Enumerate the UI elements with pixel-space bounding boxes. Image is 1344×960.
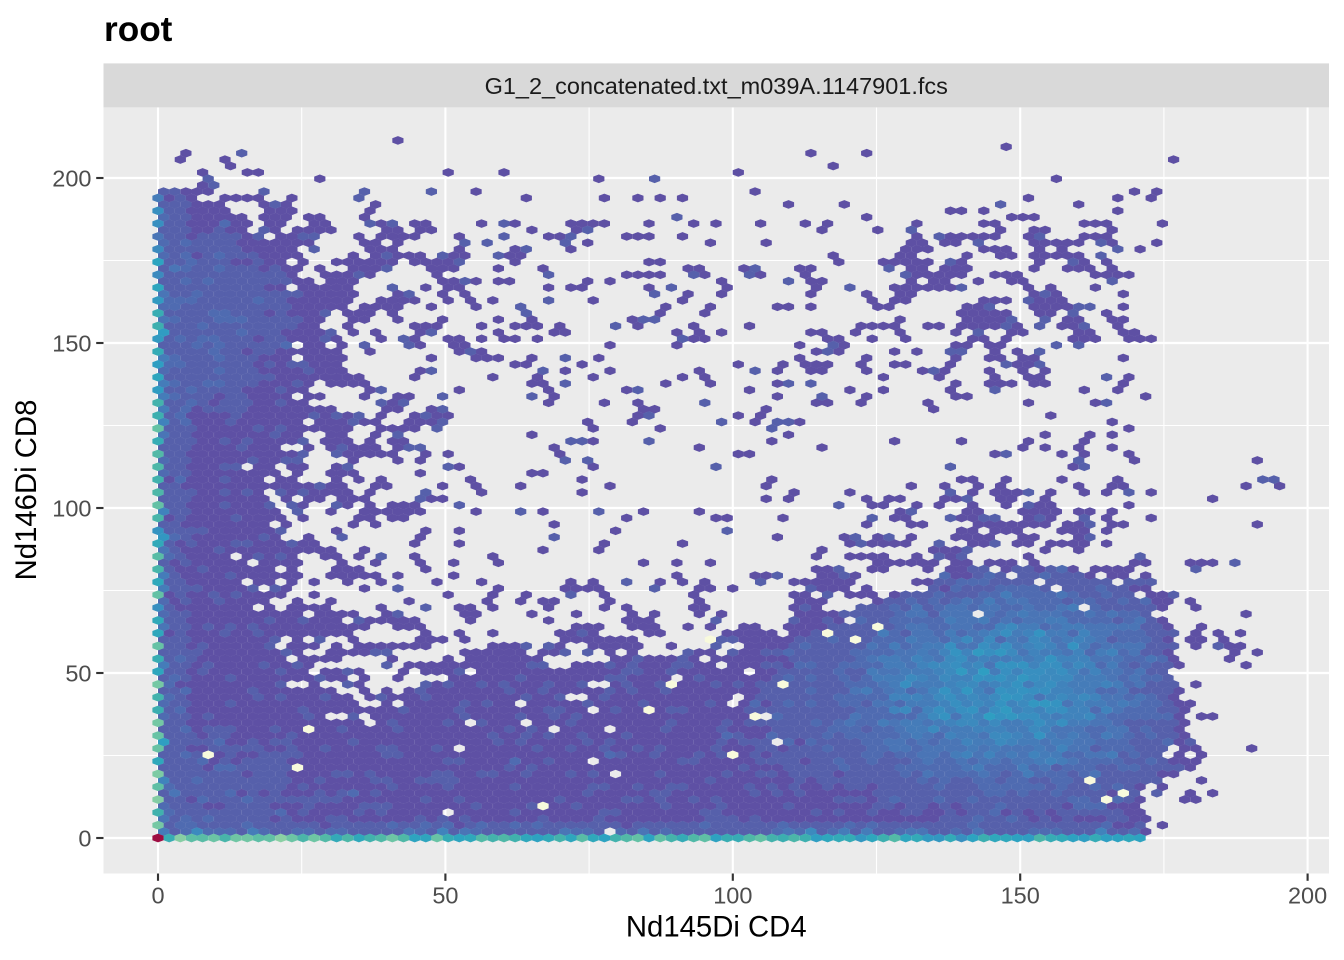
svg-text:G1_2_concatenated.txt_m039A.11: G1_2_concatenated.txt_m039A.1147901.fcs bbox=[485, 73, 948, 99]
svg-text:150: 150 bbox=[52, 330, 91, 356]
svg-text:50: 50 bbox=[432, 883, 458, 909]
svg-text:50: 50 bbox=[65, 660, 91, 686]
svg-text:Nd145Di CD4: Nd145Di CD4 bbox=[626, 911, 807, 944]
svg-text:200: 200 bbox=[52, 165, 91, 191]
svg-text:100: 100 bbox=[713, 883, 752, 909]
svg-text:root: root bbox=[104, 10, 173, 49]
svg-text:Nd146Di CD8: Nd146Di CD8 bbox=[10, 400, 43, 581]
svg-text:150: 150 bbox=[1001, 883, 1040, 909]
svg-text:0: 0 bbox=[78, 825, 91, 851]
svg-text:0: 0 bbox=[151, 883, 164, 909]
svg-text:200: 200 bbox=[1288, 883, 1327, 909]
svg-text:100: 100 bbox=[52, 495, 91, 521]
